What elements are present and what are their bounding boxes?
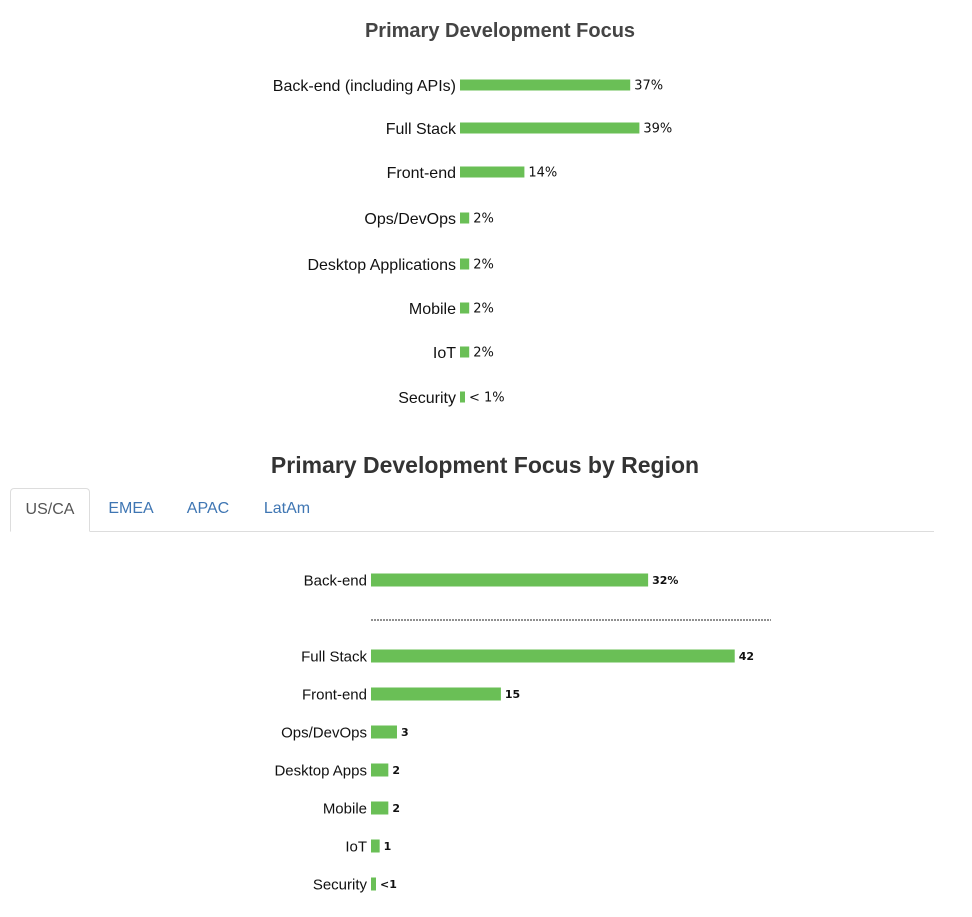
bar-ops-devops [460,212,470,224]
value-label-full-stack: 39% [643,122,672,137]
category-label-front-end: Front-end [302,686,367,703]
category-label-full-stack: Full Stack [386,121,457,138]
category-label-mobile: Mobile [409,301,456,318]
tab-apac[interactable]: APAC [186,500,230,517]
bar-mobile [460,302,470,314]
value-label-mobile: 2 [392,802,400,815]
bar-back-end-including-apis [460,79,631,91]
category-label-back-end-including-apis: Back-end (including APIs) [273,78,456,95]
bar-security [460,391,465,403]
bar-ops-devops [371,725,397,739]
bar-desktop-applications [460,258,470,270]
bar-security [371,877,376,891]
category-label-front-end: Front-end [387,165,456,182]
value-label-front-end: 15 [505,688,520,701]
bar-full-stack [460,122,640,134]
value-label-full-stack: 42 [739,650,754,663]
value-label-iot: 1 [384,840,392,853]
bar-front-end [371,687,501,701]
tab-emea[interactable]: EMEA [108,500,154,517]
value-label-back-end-including-apis: 37% [634,79,663,94]
region-focus-bar-chart: Back-end 32% Full Stack 42 Front-end 15 Ops/De… [274,572,771,893]
category-label-security: Security [398,390,456,407]
value-label-mobile: 2% [473,302,494,317]
bar-full-stack [371,649,735,663]
bar-back-end [371,573,649,587]
bar-mobile [371,801,389,815]
value-label-ops-devops: 2% [473,212,494,227]
value-label-ops-devops: 3 [401,726,409,739]
value-label-security: <1 [380,878,397,891]
bar-desktop-apps [371,763,389,777]
region-tabs: US/CA EMEA APAC LatAm [10,488,934,532]
value-label-back-end: 32% [652,574,678,587]
category-label-desktop-applications: Desktop Applications [307,257,456,274]
bar-iot [460,346,470,358]
primary-focus-bar-chart: Back-end (including APIs) 37% Full Stack 39… [273,78,673,407]
bar-iot [371,839,380,853]
category-label-ops-devops: Ops/DevOps [281,724,367,741]
value-label-desktop-apps: 2 [392,764,400,777]
bar-front-end [460,166,525,178]
value-label-front-end: 14% [528,166,557,181]
tab-latam[interactable]: LatAm [263,500,311,517]
category-label-ops-devops: Ops/DevOps [364,211,456,228]
category-label-desktop-apps: Desktop Apps [274,762,367,779]
tab-us-ca[interactable]: US/CA [10,488,90,532]
chart-title-focus-by-region: Primary Development Focus by Region [270,452,700,478]
category-label-back-end: Back-end [304,572,367,589]
value-label-iot: 2% [473,346,494,361]
value-label-desktop-applications: 2% [473,258,494,273]
category-label-mobile: Mobile [323,800,367,817]
category-label-security: Security [313,876,368,893]
category-label-iot: IoT [345,838,367,855]
chart-title-primary-focus: Primary Development Focus [364,20,636,42]
value-label-security: < 1% [469,391,505,406]
category-label-iot: IoT [433,345,456,362]
category-label-full-stack: Full Stack [301,648,367,665]
